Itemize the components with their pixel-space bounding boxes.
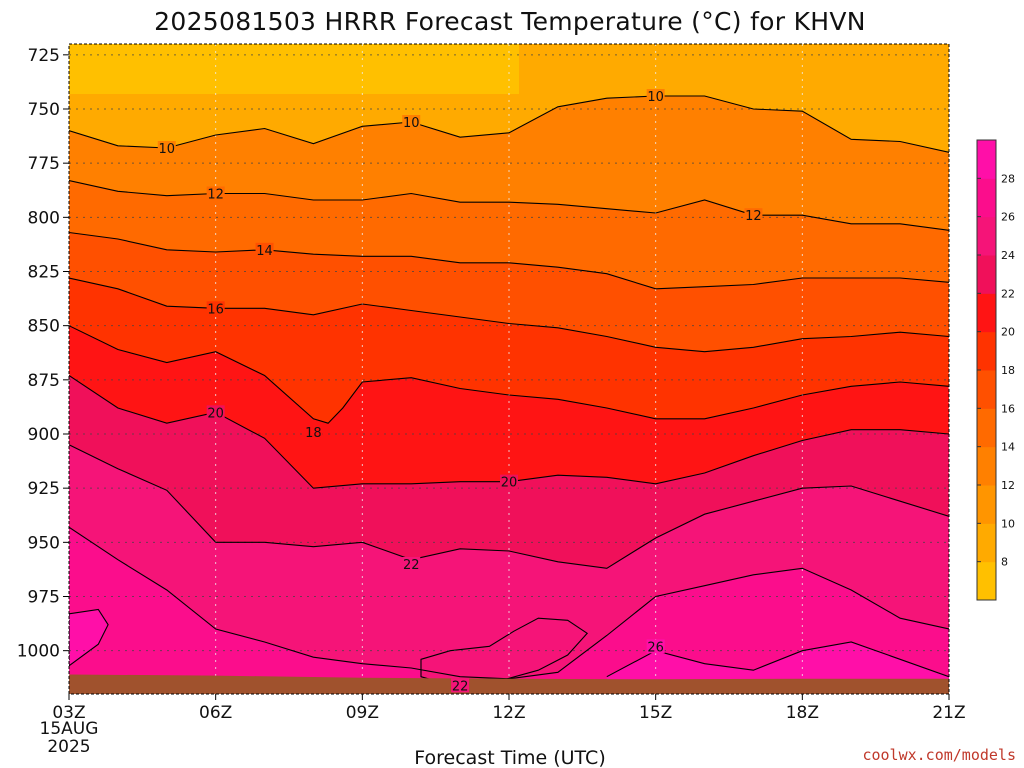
colorbar-swatch-8 xyxy=(977,255,996,294)
temperature-fill-bands xyxy=(69,44,949,694)
terrain-ground xyxy=(69,674,949,694)
contour-label-bg-11 xyxy=(451,678,470,693)
contour-label-bg-1 xyxy=(402,115,421,129)
x-tick-label-03Z: 03Z xyxy=(52,703,85,723)
x-tick-label-15Z: 15Z xyxy=(639,703,672,723)
colorbar-tick-16: 16 xyxy=(1001,402,1015,415)
contour-label-bg-7 xyxy=(304,424,323,439)
contour-label-bg-10 xyxy=(402,557,421,571)
contour-label-bg-12 xyxy=(646,639,665,654)
band-below-8 xyxy=(69,44,519,94)
contour-22 xyxy=(69,444,949,569)
y-tick-label-825: 825 xyxy=(28,263,60,283)
contour-18 xyxy=(69,325,949,424)
colorbar-tick-28: 28 xyxy=(1001,172,1015,185)
contour-labels: 10 10 10 12 12 14 16 18 20 20 22 22 26 xyxy=(157,89,763,694)
contour-label-12: 12 xyxy=(207,188,224,203)
colorbar-swatch-2 xyxy=(977,485,996,524)
chart-title: 2025081503 HRRR Forecast Temperature (°C… xyxy=(154,7,866,36)
contour-label-16: 16 xyxy=(207,302,224,317)
y-tick-label-850: 850 xyxy=(28,317,60,337)
y-tick-label-725: 725 xyxy=(28,46,60,66)
contour-label-18: 18 xyxy=(305,426,322,441)
y-axis: 725 750 775 800 825 850 875 900 925 950 975 1000 xyxy=(17,46,69,662)
y-tick-label-900: 900 xyxy=(28,425,60,445)
x-start-date-year: 2025 xyxy=(47,737,90,757)
x-tick-label-12Z: 12Z xyxy=(492,703,525,723)
colorbar-swatch-5 xyxy=(977,370,996,409)
colorbar-tick-12: 12 xyxy=(1001,479,1015,492)
colorbar-swatch-4 xyxy=(977,408,996,448)
contour-label-bg-6 xyxy=(206,301,225,316)
contour-label-20: 20 xyxy=(207,406,224,421)
y-tick-label-775: 775 xyxy=(28,154,60,174)
warm-pocket-left xyxy=(69,608,109,667)
colorbar-tick-24: 24 xyxy=(1001,249,1015,262)
contour-label-bg-0 xyxy=(157,141,176,155)
contour-label-bg-5 xyxy=(255,242,274,257)
colorbar-tick-8: 8 xyxy=(1001,556,1008,569)
contour-10 xyxy=(69,95,949,153)
y-tick-label-925: 925 xyxy=(28,479,60,499)
colorbar-swatch-6 xyxy=(977,331,996,371)
credit-link[interactable]: coolwx.com/models xyxy=(862,746,1016,764)
colorbar-tick-18: 18 xyxy=(1001,364,1015,377)
x-tick-label-06Z: 06Z xyxy=(199,703,232,723)
colorbar-tick-10: 10 xyxy=(1001,517,1015,530)
x-tick-label-18Z: 18Z xyxy=(786,703,819,723)
contour-label-22: 22 xyxy=(452,679,469,694)
colorbar-swatch-9 xyxy=(977,216,996,256)
colorbar-tick-20: 20 xyxy=(1001,326,1015,339)
contour-label-20: 20 xyxy=(501,476,518,491)
colorbar-tick-22: 22 xyxy=(1001,287,1015,300)
colorbar-swatch-10 xyxy=(977,178,996,218)
colorbar-swatch-7 xyxy=(977,293,996,333)
x-axis: 03Z 06Z 09Z 12Z 15Z 18Z 21Z xyxy=(52,694,966,723)
x-tick-label-09Z: 09Z xyxy=(346,703,379,723)
contour-label-10: 10 xyxy=(159,142,176,157)
colorbar-tick-14: 14 xyxy=(1001,441,1015,454)
y-tick-label-950: 950 xyxy=(28,533,60,553)
colorbar-swatch-11 xyxy=(977,140,996,179)
contour-label-bg-4 xyxy=(744,208,763,223)
colorbar-tick-26: 26 xyxy=(1001,211,1015,224)
contour-label-26: 26 xyxy=(647,640,664,655)
x-axis-label: Forecast Time (UTC) xyxy=(414,747,605,768)
contour-label-12: 12 xyxy=(745,209,762,224)
x-tick-label-21Z: 21Z xyxy=(932,703,965,723)
y-tick-label-800: 800 xyxy=(28,208,60,228)
plot-area xyxy=(69,44,949,694)
x-start-date-day: 15AUG xyxy=(40,719,99,739)
contour-label-bg-2 xyxy=(646,89,665,103)
colorbar-swatch-3 xyxy=(977,446,996,486)
y-tick-label-975: 975 xyxy=(28,588,60,608)
colorbar: 8 10 12 14 16 18 20 22 24 26 28 xyxy=(976,139,1015,601)
contour-label-14: 14 xyxy=(256,244,273,259)
y-tick-label-1000: 1000 xyxy=(17,642,60,662)
colorbar-swatch-1 xyxy=(977,523,996,563)
y-tick-label-750: 750 xyxy=(28,100,60,120)
contour-label-10: 10 xyxy=(647,90,664,105)
contour-label-10: 10 xyxy=(403,116,420,131)
contour-label-bg-3 xyxy=(206,186,225,201)
band-above-24 xyxy=(69,527,949,694)
colorbar-swatch-0 xyxy=(977,561,996,601)
contour-label-bg-9 xyxy=(500,474,518,489)
contour-14 xyxy=(69,231,949,290)
y-tick-label-875: 875 xyxy=(28,371,60,391)
contour-label-22: 22 xyxy=(403,558,420,573)
contour-label-bg-8 xyxy=(206,405,225,420)
